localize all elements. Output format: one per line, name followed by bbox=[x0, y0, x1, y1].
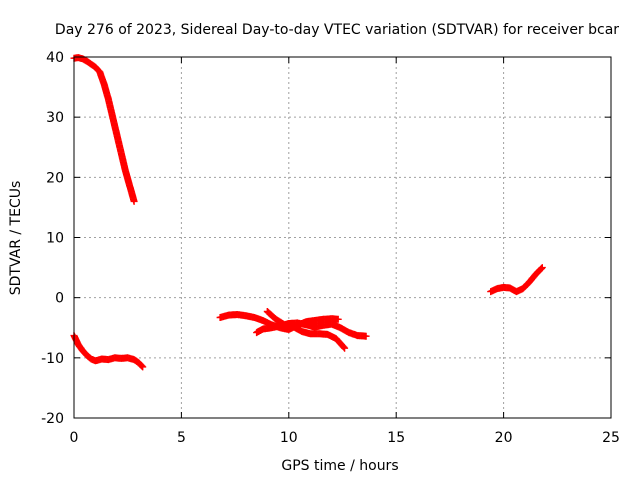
y-tick-label: 30 bbox=[46, 110, 64, 126]
data-point bbox=[139, 363, 147, 371]
data-point bbox=[341, 344, 349, 352]
data-point bbox=[538, 264, 546, 272]
y-tick-label: 0 bbox=[55, 291, 64, 307]
data-point bbox=[130, 197, 138, 205]
series-track-1 bbox=[70, 54, 138, 205]
data-point bbox=[538, 264, 545, 272]
y-tick-label: 40 bbox=[46, 50, 64, 66]
chart-title: Day 276 of 2023, Sidereal Day-to-day VTE… bbox=[55, 22, 619, 38]
tick-layer bbox=[73, 56, 612, 419]
series-track-5 bbox=[263, 308, 349, 352]
y-tick-label: 10 bbox=[46, 231, 64, 247]
series-track-2 bbox=[70, 332, 147, 371]
y-tick-labels: -20 -10 0 10 20 30 40 bbox=[41, 50, 64, 427]
x-tick-label: 15 bbox=[387, 430, 405, 446]
grid-layer bbox=[74, 57, 611, 418]
x-tick-label: 20 bbox=[495, 430, 513, 446]
data-point bbox=[362, 332, 370, 340]
data-layer bbox=[70, 54, 546, 371]
x-tick-label: 5 bbox=[177, 430, 186, 446]
y-tick-label: 20 bbox=[46, 170, 64, 186]
x-tick-label: 10 bbox=[280, 430, 298, 446]
x-axis-label: GPS time / hours bbox=[281, 458, 398, 474]
y-tick-label: -20 bbox=[41, 411, 64, 427]
x-tick-labels: 0 5 10 15 20 25 bbox=[70, 430, 620, 446]
x-tick-label: 0 bbox=[70, 430, 79, 446]
x-tick-label: 25 bbox=[602, 430, 620, 446]
data-point bbox=[334, 315, 342, 323]
y-tick-label: -10 bbox=[41, 351, 64, 367]
y-axis-label: SDTVAR / TECUs bbox=[8, 181, 24, 296]
series-track-6 bbox=[487, 264, 546, 296]
data-point bbox=[537, 265, 545, 273]
